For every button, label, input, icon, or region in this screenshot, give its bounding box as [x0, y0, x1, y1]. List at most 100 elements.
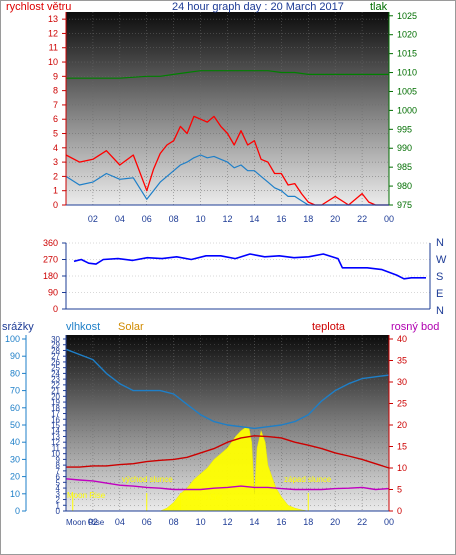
- direction-series: [73, 253, 426, 280]
- right-tick-label: 1025: [397, 11, 417, 21]
- rain-tick-label: 1: [56, 501, 61, 510]
- humidity-tick-label: 80: [10, 368, 20, 378]
- x-tick-label: 02: [88, 214, 98, 224]
- right-tick-label: 975: [397, 200, 412, 210]
- humidity-tick-label: 20: [10, 472, 20, 482]
- direction-axes: 0 90 180 270 360: [43, 238, 431, 314]
- humidity-line: [65, 348, 390, 430]
- left-tick-label: 2: [53, 171, 58, 181]
- rain-tick-label: 21: [51, 387, 60, 396]
- x-tick-label: 08: [169, 214, 179, 224]
- left-tick-label: 3: [53, 157, 58, 167]
- left-tick-label: 0: [53, 304, 58, 314]
- left-tick-label: 0: [53, 200, 58, 210]
- x-tick-label: 06: [142, 214, 152, 224]
- temp-series: [65, 348, 390, 512]
- x-tick-label: 18: [303, 517, 313, 527]
- x-tick-label: 14: [249, 517, 259, 527]
- compass-label: W: [436, 254, 447, 266]
- x-tick-label: 12: [222, 214, 232, 224]
- right-tick-label: 5: [397, 485, 402, 495]
- rain-tick-label: 17: [51, 410, 60, 419]
- left-tick-label: 180: [43, 271, 58, 281]
- x-tick-label: 00: [384, 517, 394, 527]
- right-tick-label: 985: [397, 162, 412, 172]
- rain-tick-label: 12: [51, 438, 60, 447]
- x-tick-label: 12: [222, 517, 232, 527]
- rain-tick-label: 0: [56, 507, 61, 516]
- rain-tick-label: 9: [56, 455, 61, 464]
- x-tick-label: 10: [196, 214, 206, 224]
- wind-pressure-panel: 02 04 06 08 10 12 14 16 18 20 22 000123456789101112…: [6, 1, 417, 224]
- right-tick-label: 990: [397, 143, 412, 153]
- moonrise-annotation: Moon Rise: [67, 491, 106, 500]
- rain-tick-label: 4: [56, 484, 61, 493]
- left-tick-label: 360: [43, 238, 58, 248]
- compass-label: S: [436, 271, 443, 283]
- temperature-label: teplota: [312, 321, 346, 333]
- direction-plot-background: [66, 241, 430, 309]
- wind-speed-label: rychlost větru: [6, 1, 71, 13]
- left-tick-label: 13: [48, 14, 58, 24]
- rain-tick-label: 27: [51, 352, 60, 361]
- right-tick-label: 10: [397, 463, 407, 473]
- rain-tick-label: 26: [51, 358, 60, 367]
- x-tick-label: 08: [169, 517, 179, 527]
- rain-tick-label: 3: [56, 490, 61, 499]
- left-tick-label: 4: [53, 143, 58, 153]
- moonset-annotation: Moon Set: [188, 493, 223, 502]
- right-tick-label: 40: [397, 334, 407, 344]
- right-tick-label: 35: [397, 356, 407, 366]
- compass-label: E: [436, 288, 443, 300]
- right-tick-label: 0: [397, 506, 402, 516]
- x-tick-label: 00: [384, 214, 394, 224]
- pressure-line: [66, 70, 389, 79]
- rain-tick-label: 28: [51, 346, 60, 355]
- x-tick-label: 02: [88, 517, 98, 527]
- humidity-label: vlhkost: [66, 321, 100, 333]
- chart-title: 24 hour graph day : 20 March 2017: [172, 1, 344, 13]
- rain-tick-label: 11: [52, 444, 61, 453]
- rain-tick-label: 18: [51, 404, 60, 413]
- right-tick-label: 15: [397, 442, 407, 452]
- solar-label: Solar: [118, 321, 144, 333]
- left-tick-label: 7: [53, 100, 58, 110]
- x-tick-label: 20: [330, 214, 340, 224]
- rain-tick-label: 10: [51, 450, 60, 459]
- humidity-tick-label: 0: [15, 506, 20, 516]
- rain-tick-label: 13: [51, 432, 60, 441]
- rain-tick-label: 8: [56, 461, 61, 470]
- rain-tick-label: 16: [51, 415, 60, 424]
- right-tick-label: 995: [397, 124, 412, 134]
- dewpoint-line: [65, 478, 390, 491]
- x-tick-label: 14: [249, 214, 259, 224]
- wind-axes: 02 04 06 08 10 12 14 16 18 20 22 000123456789101112…: [48, 11, 417, 224]
- x-tick-label: 04: [115, 517, 125, 527]
- compass-label: N: [436, 237, 444, 249]
- rain-tick-label: 29: [51, 341, 60, 350]
- x-tick-label: 06: [142, 517, 152, 527]
- dewpoint-label: rosný bod: [391, 321, 439, 333]
- humidity-tick-label: 10: [10, 489, 20, 499]
- direction-line: [73, 253, 426, 280]
- right-tick-label: 1015: [397, 49, 417, 59]
- rain-tick-label: 25: [51, 364, 60, 373]
- left-tick-label: 11: [49, 43, 58, 53]
- compass-label: N: [436, 305, 444, 317]
- rain-label: srážky: [2, 321, 34, 333]
- rain-tick-label: 22: [51, 381, 60, 390]
- rain-tick-label: 20: [51, 392, 60, 401]
- x-tick-label: 22: [357, 517, 367, 527]
- humidity-tick-label: 70: [10, 386, 20, 396]
- right-tick-label: 1010: [397, 68, 417, 78]
- humidity-tick-label: 40: [10, 437, 20, 447]
- right-tick-label: 30: [397, 377, 407, 387]
- rain-tick-label: 15: [51, 421, 60, 430]
- rain-tick-label: 19: [51, 398, 60, 407]
- humidity-tick-label: 50: [10, 420, 20, 430]
- sunrise-annotation: východ slunce: [122, 475, 173, 484]
- left-tick-label: 6: [53, 114, 58, 124]
